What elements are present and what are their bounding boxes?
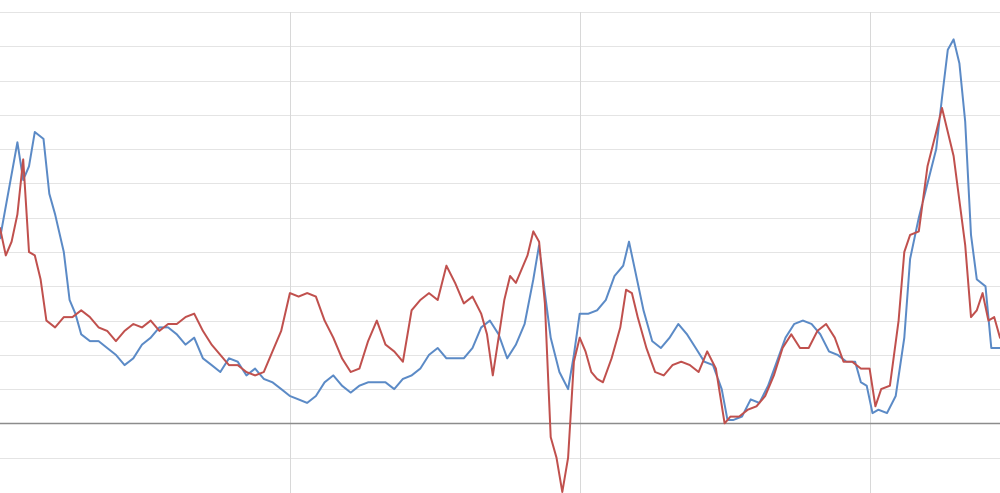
series-line-2 — [0, 107, 1000, 493]
horizontal-gridlines — [0, 12, 1000, 459]
vertical-gridlines — [290, 12, 871, 493]
series-line-1 — [0, 38, 1000, 421]
series-lines — [0, 38, 1000, 493]
